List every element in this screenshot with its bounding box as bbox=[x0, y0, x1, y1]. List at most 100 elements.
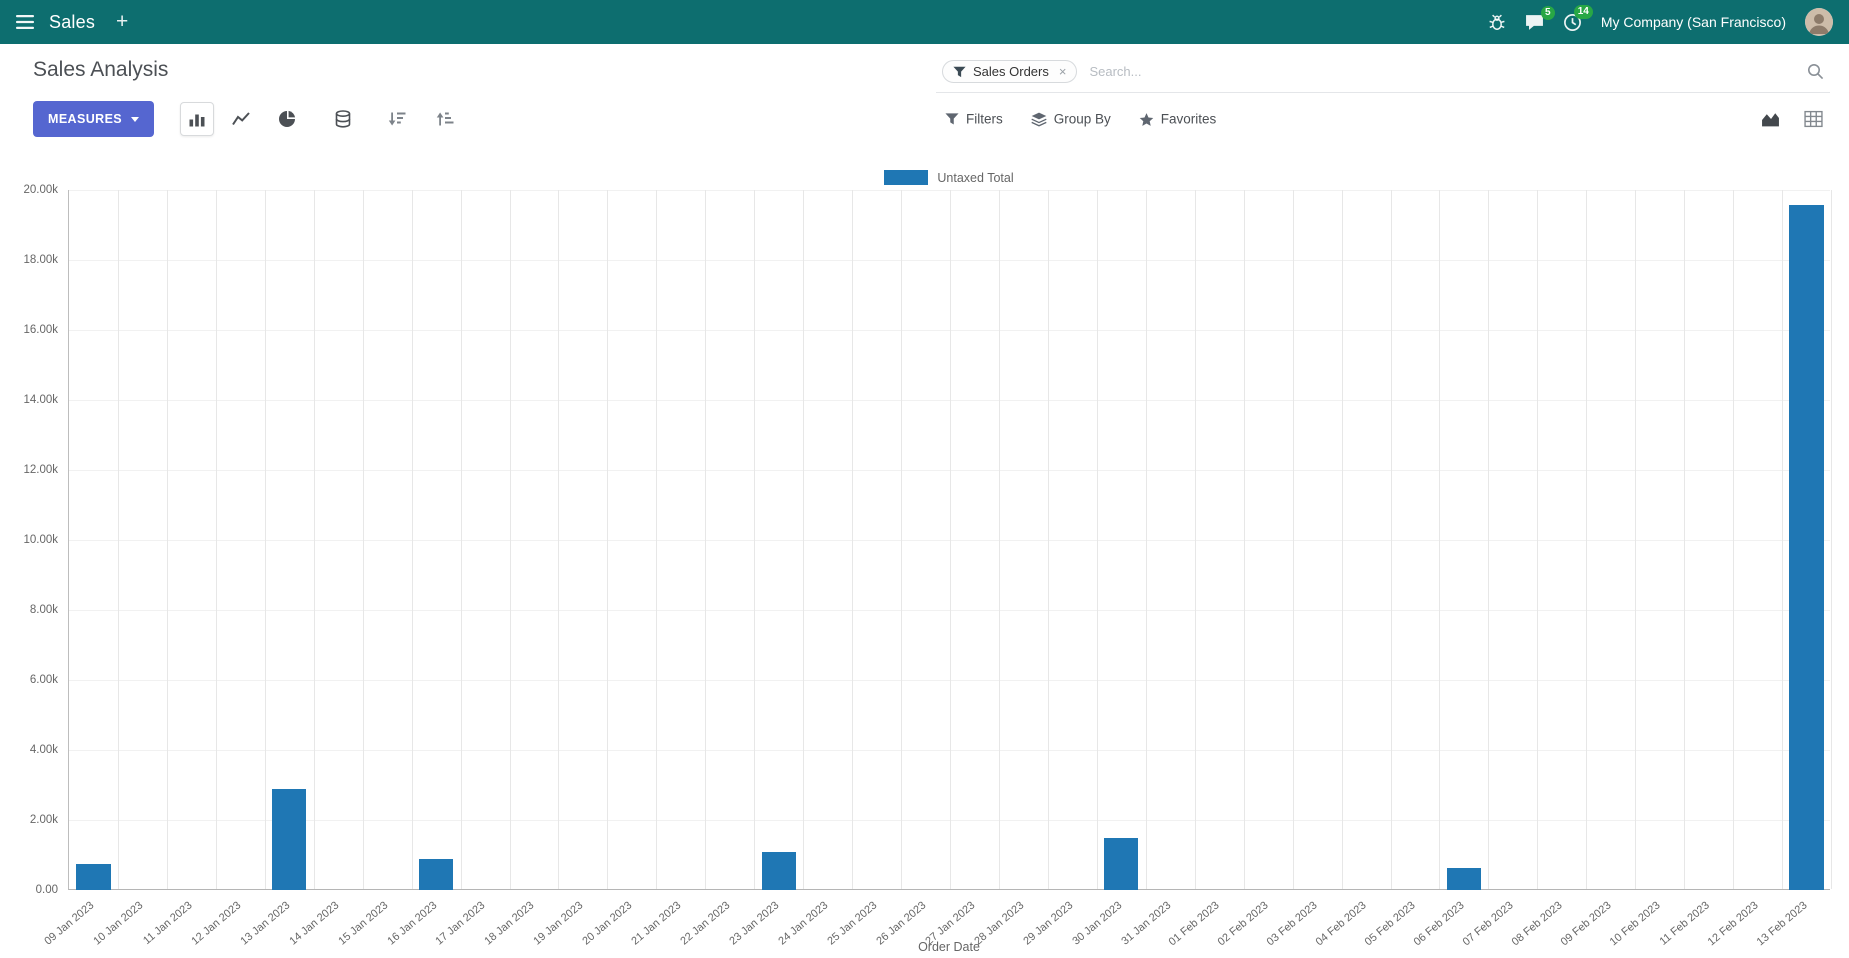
control-panel: Sales Analysis Sales Orders × bbox=[0, 44, 1849, 148]
gridline-vertical bbox=[460, 190, 462, 889]
stacked-toggle-button[interactable] bbox=[326, 102, 360, 136]
gridline-vertical bbox=[705, 190, 707, 889]
chart-section: Untaxed Total 0.00 2.00k 4.00k 6.00k 8.00k 10… bbox=[0, 148, 1849, 958]
y-tick-label: 0.00 bbox=[35, 884, 58, 896]
legend-label: Untaxed Total bbox=[937, 170, 1014, 185]
gridline-vertical bbox=[1488, 190, 1490, 889]
search-magnifier-icon[interactable] bbox=[1807, 63, 1824, 80]
gridline-vertical bbox=[1292, 190, 1294, 889]
y-tick-label: 4.00k bbox=[29, 744, 58, 756]
searchbar[interactable]: Sales Orders × bbox=[936, 58, 1830, 93]
navbar-right: 5 14 My Company (San Francisco) bbox=[1488, 4, 1833, 36]
company-switcher[interactable]: My Company (San Francisco) bbox=[1600, 14, 1786, 30]
sort-descending-button[interactable] bbox=[380, 102, 414, 136]
y-tick-label: 18.00k bbox=[23, 254, 58, 266]
gridline-vertical bbox=[362, 190, 364, 889]
layers-icon bbox=[1031, 112, 1047, 127]
sort-ascending-button[interactable] bbox=[428, 102, 462, 136]
chart-type-bar-button[interactable] bbox=[180, 102, 215, 136]
bar[interactable] bbox=[761, 852, 796, 890]
gridline-vertical bbox=[754, 190, 756, 889]
gridline-vertical bbox=[803, 190, 805, 889]
page-title: Sales Analysis bbox=[33, 58, 169, 81]
gridline-vertical bbox=[950, 190, 951, 889]
gridline-vertical bbox=[607, 190, 609, 889]
gridline-vertical bbox=[656, 190, 658, 889]
gridline-vertical bbox=[1243, 190, 1245, 889]
app-name[interactable]: Sales bbox=[49, 11, 96, 32]
legend-swatch bbox=[884, 170, 929, 185]
pivot-view-button[interactable] bbox=[1804, 110, 1823, 128]
y-tick-label: 10.00k bbox=[23, 534, 58, 546]
facet-remove-icon[interactable]: × bbox=[1058, 64, 1067, 79]
new-tab-button[interactable]: + bbox=[116, 10, 129, 33]
y-tick-label: 12.00k bbox=[23, 464, 58, 476]
activities-count-badge: 14 bbox=[1573, 4, 1593, 19]
apps-menu-icon[interactable] bbox=[16, 15, 34, 29]
x-axis-title: Order Date bbox=[918, 940, 980, 954]
measures-label: MEASURES bbox=[48, 112, 123, 126]
messages-count-badge: 5 bbox=[1540, 5, 1555, 20]
facet-label: Sales Orders bbox=[973, 64, 1049, 79]
y-tick-label: 20.00k bbox=[23, 184, 58, 196]
gridline-vertical bbox=[166, 190, 168, 889]
search-menus: Filters Group By Favorit bbox=[945, 112, 1216, 127]
gridline-vertical bbox=[509, 190, 511, 889]
gridline-vertical bbox=[1341, 190, 1343, 889]
breadcrumb-search-row: Sales Analysis Sales Orders × bbox=[0, 44, 1849, 93]
gridline-vertical bbox=[901, 190, 903, 889]
view-switcher bbox=[1761, 110, 1823, 128]
gridline-vertical bbox=[558, 190, 560, 889]
y-tick-label: 16.00k bbox=[23, 324, 58, 336]
bar[interactable] bbox=[418, 858, 454, 890]
pie-chart-icon bbox=[279, 110, 296, 127]
chart-type-line-button[interactable] bbox=[224, 102, 258, 136]
messages-icon[interactable]: 5 bbox=[1525, 5, 1555, 31]
gridline-vertical bbox=[1782, 190, 1784, 889]
bar[interactable] bbox=[1104, 837, 1139, 890]
gridline-horizontal bbox=[69, 750, 1830, 751]
group-by-menu[interactable]: Group By bbox=[1031, 112, 1111, 127]
filter-funnel-icon bbox=[945, 113, 959, 126]
y-axis-labels: 0.00 2.00k 4.00k 6.00k 8.00k 10.00k 12.00k 14.0… bbox=[0, 184, 58, 896]
debug-bug-icon[interactable] bbox=[1488, 13, 1506, 31]
favorites-label: Favorites bbox=[1160, 111, 1217, 127]
plot-area bbox=[68, 190, 1832, 890]
gridline-horizontal bbox=[69, 190, 1830, 191]
gridline-horizontal bbox=[69, 330, 1830, 331]
gridline-vertical bbox=[852, 190, 854, 889]
filter-funnel-icon bbox=[953, 66, 966, 78]
chevron-down-icon bbox=[131, 116, 140, 122]
sort-asc-icon bbox=[436, 112, 454, 126]
graph-view-button[interactable] bbox=[1761, 111, 1780, 128]
stacked-database-icon bbox=[335, 110, 351, 128]
chart-legend[interactable]: Untaxed Total bbox=[68, 170, 1830, 185]
gridline-vertical bbox=[411, 190, 413, 889]
toolbar-row: MEASURES bbox=[0, 97, 1849, 141]
gridline-horizontal bbox=[69, 820, 1830, 821]
gridline-vertical bbox=[117, 190, 119, 889]
user-avatar[interactable] bbox=[1805, 8, 1833, 36]
gridline-vertical bbox=[1831, 190, 1832, 889]
gridline-vertical bbox=[1439, 190, 1441, 889]
bar[interactable] bbox=[1446, 868, 1482, 890]
search-facet-sales-orders[interactable]: Sales Orders × bbox=[942, 60, 1078, 83]
favorites-menu[interactable]: Favorites bbox=[1139, 111, 1217, 127]
bar[interactable] bbox=[76, 863, 111, 890]
filters-menu[interactable]: Filters bbox=[945, 112, 1003, 127]
y-tick-label: 6.00k bbox=[29, 674, 58, 686]
gridline-vertical bbox=[1047, 190, 1049, 889]
measures-button[interactable]: MEASURES bbox=[33, 101, 155, 137]
bar[interactable] bbox=[272, 788, 307, 890]
gridline-horizontal bbox=[69, 610, 1830, 611]
gridline-vertical bbox=[1733, 190, 1735, 889]
star-icon bbox=[1139, 112, 1154, 126]
bar-chart-icon bbox=[189, 114, 205, 127]
bar[interactable] bbox=[1789, 205, 1824, 890]
search-input[interactable] bbox=[1087, 63, 1797, 80]
pivot-table-icon bbox=[1804, 110, 1823, 128]
chart-type-pie-button[interactable] bbox=[270, 102, 304, 136]
gridline-horizontal bbox=[69, 540, 1830, 541]
gridline-vertical bbox=[1194, 190, 1196, 889]
activities-clock-icon[interactable]: 14 bbox=[1563, 4, 1593, 32]
